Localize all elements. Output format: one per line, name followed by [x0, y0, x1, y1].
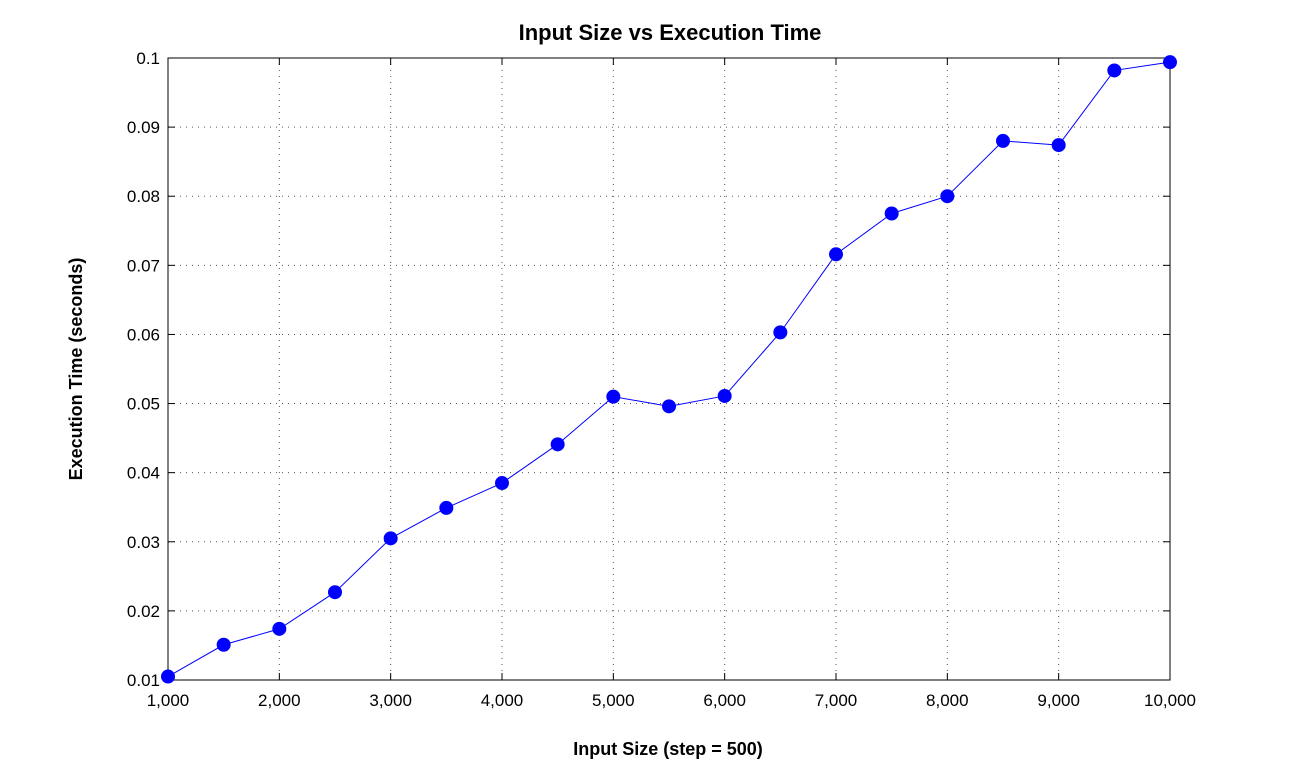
y-tick-label: 0.05	[127, 395, 160, 414]
y-tick-label: 0.1	[136, 49, 160, 68]
plot-frame	[167, 57, 1171, 681]
y-tick-label: 0.06	[127, 325, 160, 344]
data-point	[383, 531, 398, 546]
data-point	[439, 500, 454, 515]
x-tick-label: 8,000	[926, 691, 969, 710]
data-point	[1051, 138, 1066, 153]
chart-title: Input Size vs Execution Time	[519, 20, 822, 45]
x-tick-label: 1,000	[147, 691, 190, 710]
data-point	[829, 247, 843, 262]
x-axis-label: Input Size (step = 500)	[573, 739, 763, 759]
y-axis-label: Execution Time (seconds)	[66, 258, 86, 481]
data-point	[550, 437, 565, 452]
grid-lines	[168, 58, 1170, 680]
y-axis-tick-labels: 0.01 0.02 0.03 0.04 0.05 0.06 0.07 0.08 0.09 0.1	[127, 49, 160, 690]
data-point	[1163, 55, 1177, 70]
x-tick-label: 4,000	[481, 691, 524, 710]
x-tick-label: 6,000	[703, 691, 746, 710]
y-tick-label: 0.07	[127, 256, 160, 275]
data-point	[272, 621, 287, 636]
x-axis-tick-labels: 1,000 2,000 3,000 4,000 5,000 6,000 7,000 8,000…	[147, 691, 1196, 710]
data-point	[495, 476, 509, 491]
data-point	[1107, 63, 1122, 78]
data-point	[773, 325, 788, 340]
data-point	[161, 669, 175, 684]
x-tick-label: 9,000	[1037, 691, 1080, 710]
y-tick-label: 0.08	[127, 187, 160, 206]
y-tick-label: 0.01	[127, 671, 160, 690]
data-point	[216, 637, 231, 652]
x-tick-label: 10,000	[1144, 691, 1196, 710]
data-point	[996, 133, 1010, 148]
data-point	[717, 388, 732, 403]
series-line	[167, 61, 1171, 677]
data-point	[884, 206, 899, 221]
data-point	[662, 399, 676, 414]
x-tick-label: 2,000	[258, 691, 301, 710]
x-tick-label: 3,000	[369, 691, 412, 710]
data-point	[328, 585, 342, 600]
y-tick-label: 0.09	[127, 118, 160, 137]
data-point	[606, 389, 621, 404]
y-tick-label: 0.03	[127, 533, 160, 552]
y-tick-label: 0.04	[127, 464, 160, 483]
data-series	[161, 55, 1177, 684]
y-tick-label: 0.02	[127, 602, 160, 621]
axis-ticks	[167, 57, 1171, 681]
data-point	[940, 189, 955, 204]
x-tick-label: 7,000	[815, 691, 858, 710]
x-tick-label: 5,000	[592, 691, 635, 710]
